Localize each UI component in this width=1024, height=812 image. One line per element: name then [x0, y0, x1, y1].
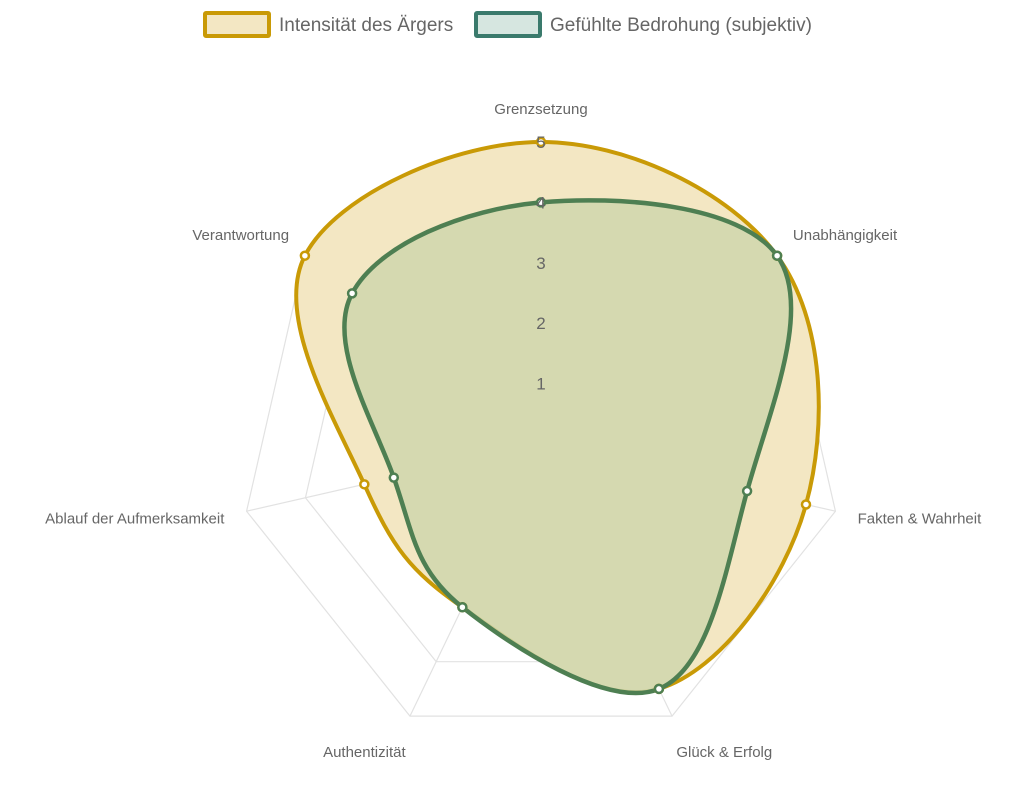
legend-label-threat: Gefühlte Bedrohung (subjektiv)	[550, 15, 812, 36]
series-0-point-6[interactable]	[299, 250, 311, 261]
legend-label-anger: Intensität des Ärgers	[279, 15, 453, 36]
legend-item-threat[interactable]: Gefühlte Bedrohung (subjektiv)	[474, 11, 812, 38]
series-0-point-0[interactable]	[535, 136, 547, 148]
radar-series	[294, 136, 821, 696]
tick-label: 5	[536, 133, 545, 152]
axis-label: Verantwortung	[192, 227, 289, 244]
radar-axis-labels: Grenzsetzung Unabhängigkeit Fakten & Wahrh…	[45, 101, 982, 761]
axis-label: Unabhängigkeit	[793, 227, 898, 244]
series-1-point-6[interactable]	[346, 288, 358, 299]
legend-swatch-threat	[474, 11, 542, 38]
axis-label: Fakten & Wahrheit	[858, 511, 982, 528]
legend: Intensität des Ärgers Gefühlte Bedrohung…	[203, 11, 812, 38]
series-1-point-1[interactable]	[771, 250, 783, 261]
tick-label: 1	[536, 375, 545, 394]
series-area-1	[342, 198, 794, 696]
series-1-point-0[interactable]	[535, 197, 547, 208]
tick-label: 4	[536, 193, 545, 212]
series-0-point-5[interactable]	[359, 479, 370, 490]
series-0-point-2[interactable]	[800, 499, 812, 510]
axis-label: Grenzsetzung	[494, 101, 587, 118]
series-1-point-4[interactable]	[457, 602, 468, 613]
series-1-point-5[interactable]	[388, 472, 400, 483]
axis-label: Glück & Erfolg	[676, 744, 772, 761]
axis-label: Ablauf der Aufmerksamkeit	[45, 511, 225, 528]
series-1-point-2[interactable]	[741, 485, 753, 497]
series-1-point-3[interactable]	[653, 683, 665, 695]
legend-swatch-anger	[203, 11, 271, 38]
legend-item-anger[interactable]: Intensität des Ärgers	[203, 11, 453, 38]
tick-label: 3	[536, 254, 545, 273]
axis-label: Authentizität	[323, 744, 406, 761]
tick-label: 2	[536, 314, 545, 333]
radar-tick-labels: 1 2 3 4 5	[536, 133, 545, 394]
